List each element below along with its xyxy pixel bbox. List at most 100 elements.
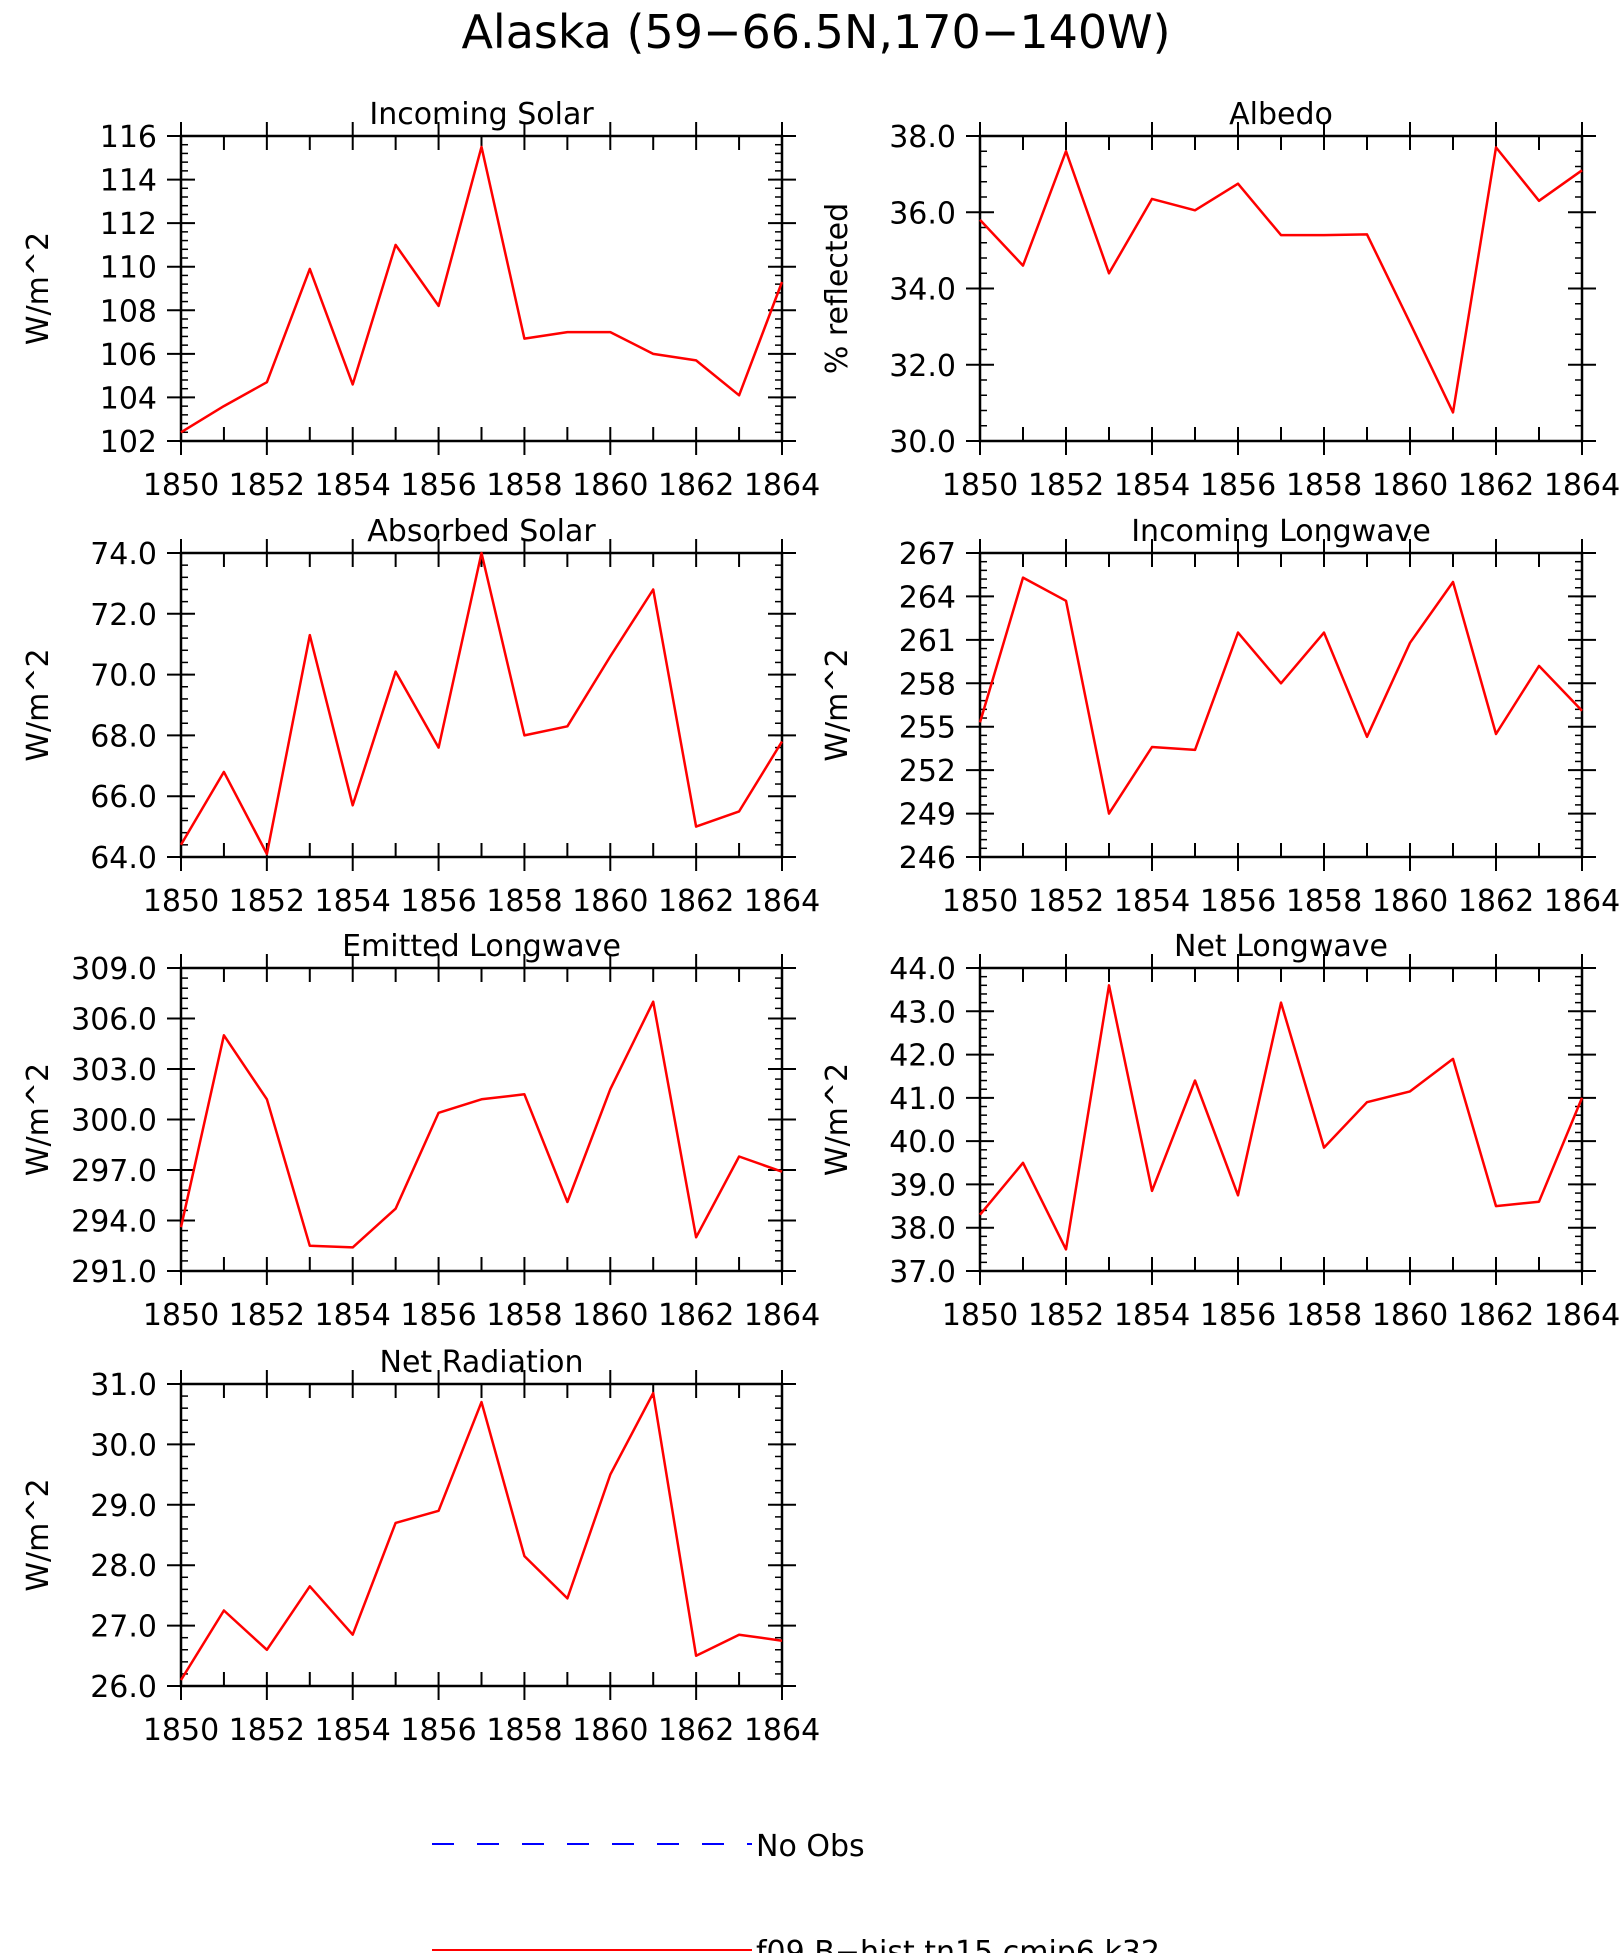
- y-tick-label: 38.0: [889, 1212, 956, 1247]
- y-axis-label: W/m^2: [820, 1063, 855, 1176]
- y-tick-label: 116: [100, 120, 157, 155]
- series-line-net-radiation: [179, 1391, 783, 1681]
- series-line-emitted-longwave: [179, 1000, 783, 1249]
- x-tick-label: 1858: [1286, 1298, 1362, 1333]
- y-tick-label: 37.0: [889, 1255, 956, 1290]
- x-tick-label: 1856: [400, 1713, 476, 1748]
- panel-title: Incoming Solar: [369, 97, 594, 132]
- panel-emitted-longwave: Emitted Longwave W/m^2 1850 1852 1854 1856 185…: [21, 929, 820, 1333]
- y-tick-label: 34.0: [889, 273, 956, 308]
- y-tick-label: 249: [899, 798, 956, 833]
- y-tick-label: 300.0: [71, 1104, 157, 1139]
- series-line-incoming-longwave: [978, 576, 1583, 815]
- y-axis-label: W/m^2: [21, 1063, 56, 1176]
- x-tick-label: 1864: [744, 884, 820, 919]
- y-axis-label: W/m^2: [21, 1478, 56, 1591]
- x-tick-label: 1854: [1114, 1298, 1190, 1333]
- plot-frame: [978, 551, 1584, 859]
- y-tick-label: 255: [899, 711, 956, 746]
- x-tick-label: 1860: [1372, 468, 1448, 503]
- x-tick-label: 1862: [1458, 1298, 1534, 1333]
- legend-label-model: f09.B−hist.tn15.cmip6.k32: [756, 1935, 1160, 1953]
- y-tick-label: 110: [100, 251, 157, 286]
- y-tick-label: 66.0: [90, 780, 157, 815]
- x-tick-label: 1850: [942, 884, 1018, 919]
- y-tick-label: 38.0: [889, 120, 956, 155]
- x-tick-label: 1852: [229, 884, 305, 919]
- y-tick-label: 39.0: [889, 1168, 956, 1203]
- series-line-absorbed-solar: [179, 551, 784, 856]
- plot-frame: [179, 551, 784, 859]
- panel-title: Net Longwave: [1174, 929, 1388, 964]
- x-tick-label: 1864: [744, 1298, 820, 1333]
- y-tick-label: 252: [899, 754, 956, 789]
- panel-title: Albedo: [1229, 97, 1333, 132]
- legend-label-no-obs: No Obs: [756, 1829, 865, 1864]
- y-tick-label: 28.0: [90, 1549, 157, 1584]
- y-tick-label: 30.0: [90, 1428, 157, 1463]
- panel-incoming-longwave: Incoming Longwave W/m^2 1850 1852 1854 1856 18…: [820, 514, 1620, 919]
- y-tick-label: 106: [100, 338, 157, 373]
- y-axis-label: W/m^2: [21, 648, 56, 761]
- panel-title: Net Radiation: [380, 1345, 584, 1380]
- x-tick-label: 1856: [400, 468, 476, 503]
- x-tick-label: 1858: [486, 1298, 562, 1333]
- x-tick-label: 1862: [1458, 468, 1534, 503]
- y-tick-label: 303.0: [71, 1053, 157, 1088]
- y-tick-label: 297.0: [71, 1154, 157, 1189]
- x-tick-label: 1862: [658, 1713, 734, 1748]
- y-tick-label: 64.0: [90, 841, 157, 876]
- legend: No Obs f09.B−hist.tn15.cmip6.k32: [432, 1829, 1160, 1953]
- x-tick-label: 1864: [744, 468, 820, 503]
- panels: Incoming Solar W/m^2 1850 1852 1854 1856 1858 1…: [21, 97, 1620, 1748]
- x-tick-label: 1864: [1544, 1298, 1620, 1333]
- panel-net-longwave: Net Longwave W/m^2 1850 1852 1854 1856 1858 186…: [820, 929, 1620, 1333]
- y-tick-label: 108: [100, 294, 157, 329]
- series-line-incoming-solar: [180, 145, 784, 434]
- x-tick-label: 1862: [1458, 884, 1534, 919]
- y-tick-label: 291.0: [71, 1255, 157, 1290]
- x-tick-label: 1852: [1028, 884, 1104, 919]
- x-tick-label: 1864: [1544, 468, 1620, 503]
- x-tick-label: 1850: [143, 884, 219, 919]
- plot-frame: [179, 134, 784, 443]
- y-tick-label: 114: [100, 164, 157, 199]
- panel-albedo: Albedo % reflected 1850 1852 1854 1856 1858 186…: [820, 97, 1620, 503]
- x-tick-label: 1858: [486, 884, 562, 919]
- y-tick-label: 30.0: [889, 425, 956, 460]
- y-tick-label: 261: [899, 624, 956, 659]
- x-tick-label: 1858: [1286, 884, 1362, 919]
- x-tick-label: 1862: [658, 1298, 734, 1333]
- y-tick-label: 40.0: [889, 1125, 956, 1160]
- x-tick-label: 1852: [229, 1298, 305, 1333]
- x-tick-label: 1850: [143, 1298, 219, 1333]
- panel-incoming-solar: Incoming Solar W/m^2 1850 1852 1854 1856 1858 1…: [21, 97, 820, 503]
- x-tick-label: 1854: [1114, 884, 1190, 919]
- x-tick-label: 1854: [315, 1298, 391, 1333]
- y-tick-label: 32.0: [889, 349, 956, 384]
- x-tick-label: 1856: [1200, 884, 1276, 919]
- y-tick-label: 104: [100, 381, 157, 416]
- x-tick-label: 1850: [942, 1298, 1018, 1333]
- x-tick-label: 1854: [315, 468, 391, 503]
- y-axis-label: W/m^2: [21, 232, 56, 345]
- y-tick-label: 42.0: [889, 1039, 956, 1074]
- x-tick-label: 1854: [1114, 468, 1190, 503]
- y-tick-label: 72.0: [90, 598, 157, 633]
- x-tick-label: 1856: [1200, 1298, 1276, 1333]
- y-tick-label: 264: [899, 580, 956, 615]
- x-tick-label: 1860: [1372, 1298, 1448, 1333]
- x-tick-label: 1854: [315, 884, 391, 919]
- y-tick-label: 41.0: [889, 1082, 956, 1117]
- plot-frame: [179, 966, 784, 1273]
- figure-title: Alaska (59−66.5N,170−140W): [461, 5, 1170, 59]
- y-tick-label: 27.0: [90, 1610, 157, 1645]
- x-tick-label: 1854: [315, 1713, 391, 1748]
- x-tick-label: 1850: [143, 1713, 219, 1748]
- plot-frame: [179, 1382, 784, 1688]
- y-tick-label: 74.0: [90, 537, 157, 572]
- panel-absorbed-solar: Absorbed Solar W/m^2 1850 1852 1854 1856 1858 1…: [21, 514, 820, 919]
- y-tick-label: 294.0: [71, 1205, 157, 1240]
- panel-title: Incoming Longwave: [1131, 514, 1431, 549]
